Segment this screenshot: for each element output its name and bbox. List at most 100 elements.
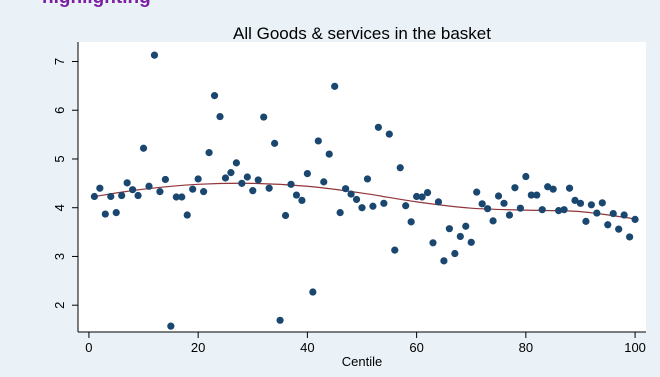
data-point bbox=[336, 208, 344, 217]
data-point bbox=[369, 202, 377, 210]
data-point bbox=[402, 202, 410, 210]
data-point bbox=[484, 205, 492, 213]
data-point bbox=[200, 188, 208, 196]
page-heading-cropped: highlighting bbox=[42, 0, 151, 9]
data-point bbox=[407, 218, 415, 226]
data-point bbox=[494, 192, 503, 200]
data-point bbox=[183, 211, 191, 219]
data-point bbox=[462, 222, 470, 230]
data-point bbox=[232, 159, 240, 167]
title-band bbox=[78, 22, 646, 42]
data-point bbox=[598, 199, 606, 207]
data-point bbox=[429, 239, 437, 247]
y-tick-label: 4 bbox=[52, 204, 67, 211]
data-point bbox=[576, 199, 585, 207]
data-point bbox=[560, 206, 568, 214]
data-point bbox=[325, 150, 333, 158]
data-point bbox=[626, 233, 634, 241]
data-point bbox=[358, 204, 366, 212]
data-point bbox=[90, 192, 98, 201]
data-point bbox=[254, 176, 262, 184]
y-tick-label: 3 bbox=[52, 253, 67, 260]
data-point bbox=[489, 217, 497, 225]
data-point bbox=[216, 112, 224, 121]
data-point bbox=[478, 200, 486, 208]
data-point bbox=[271, 139, 279, 147]
x-axis-title: Centile bbox=[342, 354, 382, 369]
data-point bbox=[374, 123, 382, 131]
data-point bbox=[500, 199, 508, 207]
data-point bbox=[139, 144, 148, 152]
data-point bbox=[309, 288, 317, 296]
data-point bbox=[527, 191, 535, 199]
data-point bbox=[243, 173, 251, 181]
data-point bbox=[129, 186, 137, 194]
data-point bbox=[303, 169, 311, 178]
data-point bbox=[210, 92, 219, 100]
data-point bbox=[298, 196, 306, 205]
data-point bbox=[161, 175, 169, 184]
y-tick-label: 2 bbox=[52, 302, 67, 309]
data-point bbox=[221, 174, 230, 182]
x-tick-label: 40 bbox=[300, 340, 314, 355]
data-point bbox=[445, 225, 453, 233]
data-point bbox=[582, 217, 590, 225]
data-point bbox=[413, 192, 421, 201]
data-point bbox=[107, 192, 115, 201]
y-tick-label: 6 bbox=[52, 107, 67, 114]
data-point bbox=[238, 179, 246, 187]
data-point bbox=[347, 190, 355, 198]
data-point bbox=[538, 206, 546, 214]
data-point bbox=[467, 238, 475, 246]
data-point bbox=[363, 175, 372, 183]
x-tick-label: 80 bbox=[519, 340, 533, 355]
data-point bbox=[314, 137, 322, 145]
data-point bbox=[391, 246, 399, 254]
data-point bbox=[631, 215, 639, 224]
data-point bbox=[456, 232, 464, 241]
x-tick-label: 100 bbox=[624, 340, 646, 355]
data-point bbox=[522, 172, 530, 181]
data-point bbox=[331, 82, 339, 90]
data-point bbox=[473, 188, 481, 196]
data-point bbox=[265, 184, 273, 192]
y-tick-label: 7 bbox=[52, 58, 67, 65]
data-point bbox=[418, 193, 426, 201]
data-point bbox=[123, 179, 131, 187]
data-point bbox=[96, 184, 104, 192]
data-point bbox=[134, 191, 142, 200]
data-point bbox=[593, 209, 601, 217]
data-point bbox=[276, 316, 284, 324]
data-point bbox=[396, 164, 404, 172]
y-tick-label: 5 bbox=[52, 155, 67, 162]
data-point bbox=[615, 225, 623, 233]
data-point bbox=[150, 51, 159, 59]
data-point bbox=[205, 149, 213, 157]
data-point bbox=[118, 191, 126, 200]
left-page-margin bbox=[0, 0, 11, 377]
data-point bbox=[505, 211, 514, 219]
data-point bbox=[549, 185, 557, 193]
data-point bbox=[112, 208, 120, 217]
data-point bbox=[260, 113, 268, 121]
data-point bbox=[320, 178, 328, 186]
data-point bbox=[609, 209, 617, 218]
data-point bbox=[156, 188, 164, 196]
data-point bbox=[227, 169, 235, 177]
data-point bbox=[178, 193, 186, 201]
data-point bbox=[167, 322, 175, 330]
data-point bbox=[533, 191, 541, 199]
data-point bbox=[571, 196, 579, 205]
chart-title: All Goods & services in the basket bbox=[233, 24, 491, 43]
data-point bbox=[604, 221, 612, 229]
data-point bbox=[423, 189, 432, 197]
data-point bbox=[385, 130, 393, 138]
data-point bbox=[189, 185, 197, 193]
data-point bbox=[587, 201, 595, 209]
data-point bbox=[281, 211, 290, 220]
data-point bbox=[555, 207, 563, 215]
data-point bbox=[342, 185, 350, 193]
data-point bbox=[101, 210, 109, 218]
data-point bbox=[287, 180, 295, 188]
